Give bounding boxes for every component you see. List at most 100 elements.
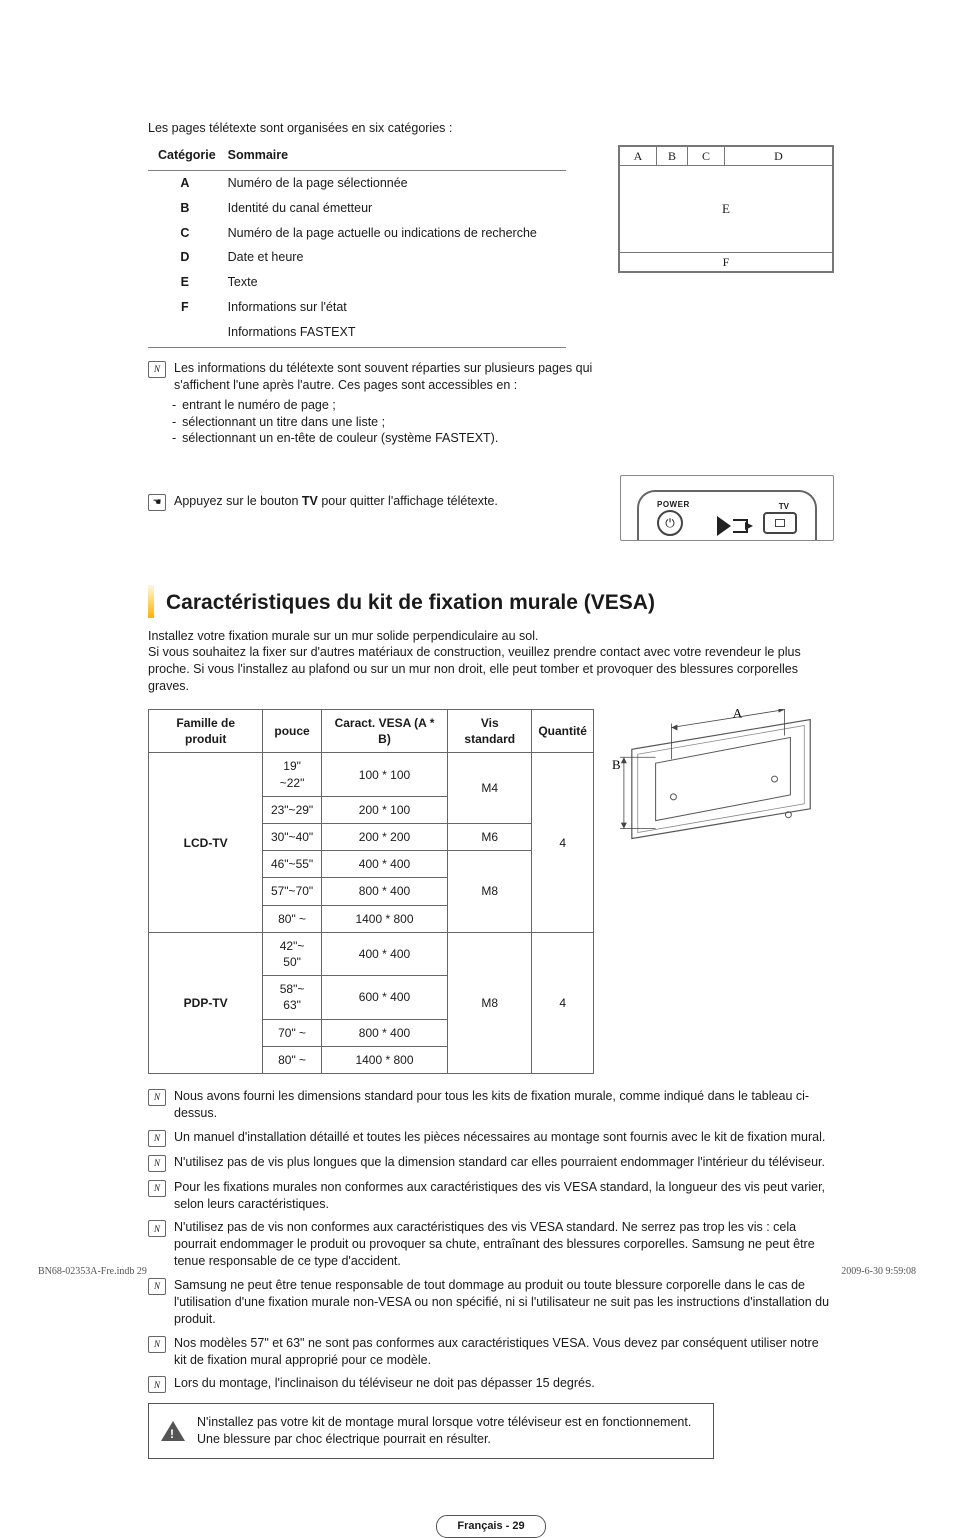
cat-key: A <box>148 170 222 195</box>
power-button-icon: ⏻ <box>657 510 683 536</box>
note-icon: N <box>148 361 166 378</box>
arrow-icon <box>715 514 755 538</box>
diagram-label-a: A <box>733 709 743 721</box>
teletext-notes: N Les informations du télétexte sont sou… <box>148 360 834 447</box>
family-pdp: PDP-TV <box>149 932 263 1073</box>
col-family: Famille de produit <box>149 710 263 753</box>
category-row: ETexte <box>148 270 566 295</box>
tv-button-note: Appuyez sur le bouton TV pour quitter l'… <box>148 493 498 511</box>
category-row: BIdentité du canal émetteur <box>148 196 566 221</box>
cell-inch: 57"~70" <box>263 878 321 905</box>
category-table: Catégorie Sommaire ANuméro de la page sé… <box>148 143 566 348</box>
cat-desc: Informations FASTEXT <box>222 320 566 347</box>
power-label: POWER <box>657 500 690 511</box>
col-inch: pouce <box>263 710 321 753</box>
heading-text: Caractéristiques du kit de fixation mura… <box>166 585 655 617</box>
vesa-row: PDP-TV 42"~ 50" 400 * 400 M8 4 <box>149 932 594 975</box>
teletext-section: Catégorie Sommaire ANuméro de la page sé… <box>148 143 834 348</box>
col-spec: Caract. VESA (A * B) <box>321 710 447 753</box>
note-item: N Nos modèles 57" et 63" ne sont pas conf… <box>148 1335 834 1369</box>
cell-inch: 42"~ 50" <box>263 932 321 975</box>
heading-accent-bar <box>148 585 154 617</box>
tv-note-bold: TV <box>302 494 318 508</box>
remote-body: POWER ⏻ TV <box>637 490 817 540</box>
cat-key: B <box>148 196 222 221</box>
col-summary: Sommaire <box>222 143 566 170</box>
note-icon: N <box>148 1278 166 1295</box>
page-number-pill: Français - 29 <box>436 1515 546 1538</box>
note-item: NN'utilisez pas de vis plus longues que … <box>148 1154 834 1172</box>
category-row: FInformations sur l'état <box>148 295 566 320</box>
vesa-notes: N Nous avons fourni les dimensions standa… <box>148 1088 834 1394</box>
cell-spec: 800 * 400 <box>321 878 447 905</box>
diagram-cell-e: E <box>620 166 832 253</box>
vesa-section: Famille de produit pouce Caract. VESA (A… <box>148 709 834 1074</box>
manual-page: Les pages télétexte sont organisées en s… <box>0 0 954 1298</box>
category-row: ANuméro de la page sélectionnée <box>148 170 566 195</box>
cat-desc: Numéro de la page actuelle ou indication… <box>222 221 566 246</box>
cell-qty: 4 <box>532 932 594 1073</box>
warning-text: N'installez pas votre kit de montage mur… <box>197 1414 701 1448</box>
cell-inch: 30"~40" <box>263 824 321 851</box>
note-text: Nous avons fourni les dimensions standar… <box>174 1088 834 1122</box>
cell-screw: M6 <box>448 824 532 851</box>
vesa-row: LCD-TV 19" ~22" 100 * 100 M4 4 <box>149 753 594 796</box>
col-qty: Quantité <box>532 710 594 753</box>
note-sub-item: -sélectionnant un titre dans une liste ; <box>172 414 834 431</box>
cell-spec: 200 * 100 <box>321 796 447 823</box>
cell-inch: 70" ~ <box>263 1019 321 1046</box>
diagram-cell-f: F <box>620 253 832 271</box>
cell-screw: M4 <box>448 753 532 824</box>
cell-spec: 400 * 400 <box>321 932 447 975</box>
heading-description: Installez votre fixation murale sur un m… <box>148 628 834 696</box>
diagram-cell-b: B <box>657 147 688 165</box>
tv-note-pre: Appuyez sur le bouton <box>174 494 302 508</box>
category-row: DDate et heure <box>148 245 566 270</box>
tv-note-post: pour quitter l'affichage télétexte. <box>318 494 498 508</box>
diagram-cell-c: C <box>688 147 725 165</box>
category-header-row: Catégorie Sommaire <box>148 143 566 170</box>
note-icon: N <box>148 1336 166 1353</box>
section-heading: Caractéristiques du kit de fixation mura… <box>148 585 834 617</box>
cell-inch: 80" ~ <box>263 905 321 932</box>
cell-inch: 80" ~ <box>263 1046 321 1073</box>
note-text: N'utilisez pas de vis non conformes aux … <box>174 1219 834 1270</box>
note-text: Nos modèles 57" et 63" ne sont pas confo… <box>174 1335 834 1369</box>
vesa-header-row: Famille de produit pouce Caract. VESA (A… <box>149 710 594 753</box>
warning-box: N'installez pas votre kit de montage mur… <box>148 1403 714 1459</box>
dash: - <box>172 414 176 431</box>
note-item: N Nous avons fourni les dimensions standa… <box>148 1088 834 1122</box>
footer-right: 2009-6-30 9:59:08 <box>841 1265 916 1279</box>
diagram-cell-d: D <box>725 147 832 165</box>
cat-key: C <box>148 221 222 246</box>
warning-icon <box>161 1421 185 1441</box>
note-text: Lors du montage, l'inclinaison du télévi… <box>174 1375 834 1393</box>
cat-key: E <box>148 270 222 295</box>
sub-text: sélectionnant un titre dans une liste ; <box>182 414 385 431</box>
cat-key-empty <box>148 320 222 347</box>
family-lcd: LCD-TV <box>149 753 263 932</box>
cell-spec: 200 * 200 <box>321 824 447 851</box>
remote-diagram: POWER ⏻ TV <box>620 475 834 541</box>
col-screw: Vis standard <box>448 710 532 753</box>
tv-button-note-row: Appuyez sur le bouton TV pour quitter l'… <box>148 475 834 541</box>
note-sub-item: -sélectionnant un en-tête de couleur (sy… <box>172 430 834 447</box>
note-item: N Les informations du télétexte sont sou… <box>148 360 834 394</box>
note-sub-item: -entrant le numéro de page ; <box>172 397 834 414</box>
cat-desc: Informations sur l'état <box>222 295 566 320</box>
cell-inch: 58"~ 63" <box>263 976 321 1019</box>
cell-spec: 800 * 400 <box>321 1019 447 1046</box>
wall-mount-diagram: A B <box>612 709 834 859</box>
cell-qty: 4 <box>532 753 594 932</box>
cat-key: F <box>148 295 222 320</box>
sub-text: sélectionnant un en-tête de couleur (sys… <box>182 430 498 447</box>
note-text: Pour les fixations murales non conformes… <box>174 1179 834 1213</box>
note-item: NSamsung ne peut être tenue responsable … <box>148 1277 834 1328</box>
dash: - <box>172 397 176 414</box>
note-icon: N <box>148 1155 166 1172</box>
vesa-table: Famille de produit pouce Caract. VESA (A… <box>148 709 594 1074</box>
print-footer: BN68-02353A-Fre.indb 29 2009-6-30 9:59:0… <box>38 1265 916 1279</box>
cell-spec: 100 * 100 <box>321 753 447 796</box>
note-item: NPour les fixations murales non conforme… <box>148 1179 834 1213</box>
note-icon: N <box>148 1089 166 1106</box>
